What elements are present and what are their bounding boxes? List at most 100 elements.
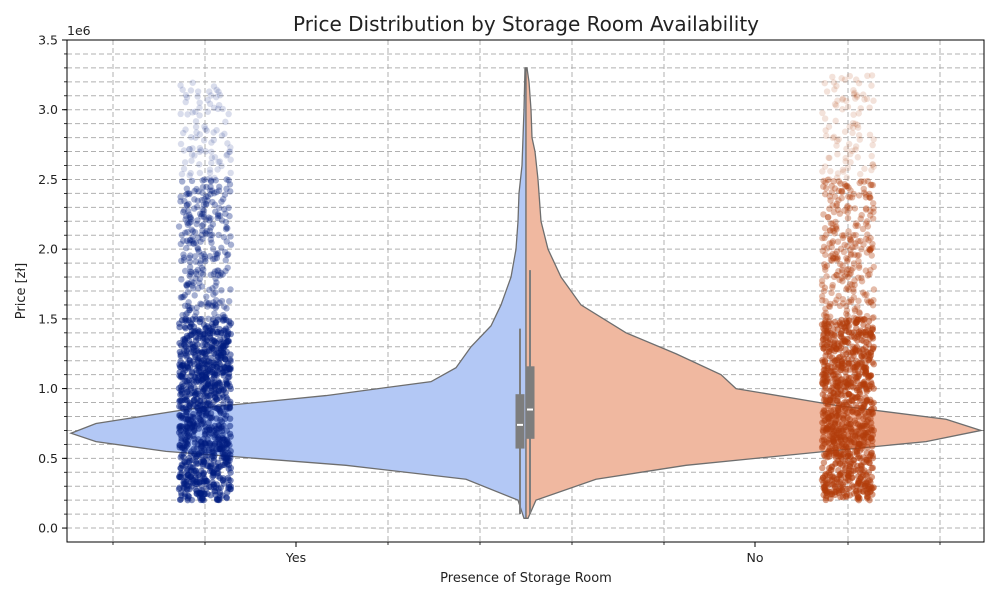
data-point — [818, 293, 826, 300]
data-point — [867, 299, 875, 306]
data-point — [851, 417, 858, 424]
data-point — [843, 182, 851, 190]
data-point — [819, 234, 826, 242]
data-point — [186, 145, 193, 153]
data-point — [197, 260, 204, 267]
data-point — [835, 136, 842, 143]
data-point — [214, 214, 221, 222]
data-point — [846, 492, 854, 499]
data-point — [863, 339, 870, 346]
data-point — [204, 175, 211, 183]
data-point — [854, 252, 861, 259]
data-point — [847, 251, 855, 259]
data-point — [839, 262, 846, 269]
data-point — [204, 451, 212, 459]
y-axis: 0.0 0.5 1.0 1.5 2.0 2.5 3.0 3.5 — [38, 33, 67, 536]
data-point — [192, 275, 199, 282]
data-point — [844, 214, 852, 222]
data-point — [189, 233, 196, 241]
data-point — [219, 317, 227, 324]
data-point — [819, 474, 827, 481]
data-point — [198, 231, 205, 239]
data-point — [853, 409, 860, 417]
data-point — [194, 266, 202, 273]
data-point — [185, 190, 193, 197]
data-point — [846, 72, 853, 80]
data-point — [833, 142, 840, 149]
data-point — [210, 481, 218, 488]
data-point — [821, 261, 828, 268]
data-point — [194, 93, 201, 100]
data-point — [823, 245, 831, 252]
data-point — [833, 200, 841, 208]
data-point — [821, 284, 829, 291]
data-point — [206, 100, 214, 108]
data-point — [852, 146, 859, 153]
data-point — [838, 376, 845, 383]
data-point — [855, 297, 862, 305]
data-point — [851, 251, 858, 258]
data-point — [859, 225, 867, 233]
data-point — [205, 299, 212, 307]
data-point — [222, 458, 230, 465]
data-point — [184, 288, 192, 296]
data-point — [829, 134, 837, 142]
data-point — [205, 214, 212, 221]
data-point — [834, 253, 841, 261]
data-point — [868, 72, 876, 79]
data-point — [187, 87, 195, 94]
data-point — [186, 145, 193, 153]
data-point — [826, 303, 834, 310]
data-point — [177, 454, 184, 461]
data-point — [211, 104, 218, 111]
data-point — [187, 236, 194, 244]
data-point — [184, 221, 192, 228]
data-point — [858, 425, 866, 433]
data-point — [202, 216, 210, 223]
x-tick-label: No — [747, 550, 764, 565]
data-point — [855, 192, 863, 199]
data-point — [186, 220, 193, 227]
data-point — [222, 118, 229, 126]
data-point — [829, 202, 836, 209]
data-point — [869, 161, 877, 168]
data-point — [850, 294, 858, 301]
data-point — [855, 132, 863, 139]
data-point — [196, 161, 203, 168]
data-point — [867, 426, 874, 433]
data-point — [183, 191, 190, 198]
data-point — [182, 91, 190, 99]
data-point — [824, 339, 832, 346]
data-point — [177, 383, 185, 390]
data-point — [183, 94, 191, 101]
data-point — [196, 169, 204, 177]
data-point — [835, 427, 842, 434]
data-point — [188, 278, 195, 286]
data-point — [198, 378, 206, 385]
data-point — [181, 338, 189, 345]
data-point — [829, 368, 836, 375]
data-point — [202, 229, 209, 237]
data-point — [862, 267, 870, 274]
data-point — [828, 189, 835, 196]
data-point — [870, 136, 877, 143]
data-point — [836, 260, 844, 268]
data-point — [219, 349, 227, 356]
y-tick-label: 2.5 — [38, 172, 58, 187]
data-point — [223, 152, 230, 159]
data-point — [211, 154, 219, 161]
data-point — [823, 450, 830, 457]
data-point — [210, 129, 217, 136]
data-point — [185, 316, 192, 324]
data-point — [207, 187, 214, 194]
box-plots — [515, 270, 535, 515]
data-point — [837, 180, 844, 187]
data-point — [856, 310, 863, 317]
data-point — [201, 398, 208, 405]
data-point — [843, 182, 850, 190]
data-point — [222, 225, 230, 233]
data-point — [849, 119, 857, 127]
data-point — [847, 159, 854, 166]
data-point — [843, 266, 851, 274]
data-point — [183, 419, 191, 426]
